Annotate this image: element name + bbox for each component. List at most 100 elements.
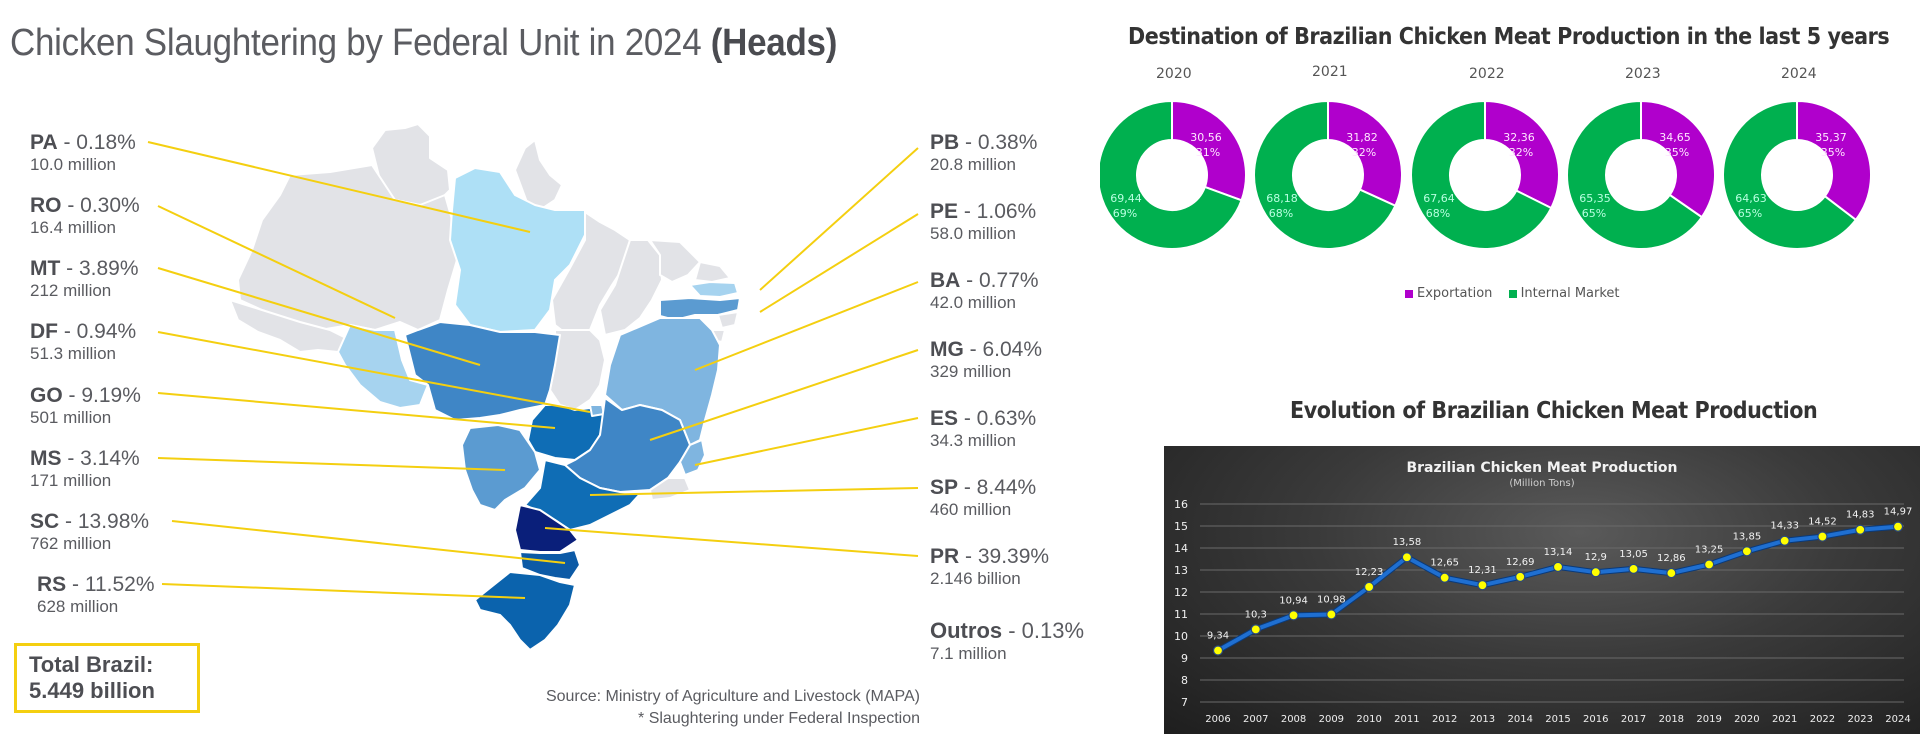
exportation-value-label: 31,82 <box>1346 131 1378 144</box>
data-label: 12,23 <box>1355 567 1384 578</box>
x-tick-label: 2011 <box>1394 714 1419 725</box>
donut-2023: 34,65 35% 65,35 65% <box>1566 99 1716 250</box>
donut-year-label: 2020 <box>1156 66 1192 82</box>
data-label: 13,14 <box>1544 547 1573 558</box>
data-point <box>1250 624 1261 635</box>
state-code: SP <box>930 476 959 499</box>
state-pb <box>689 281 739 298</box>
data-point <box>1439 572 1450 583</box>
x-tick-label: 2012 <box>1432 714 1457 725</box>
y-tick-label: 16 <box>1174 498 1188 511</box>
series-line-shadow <box>1216 523 1899 654</box>
exportation-value-label: 32,36 <box>1503 131 1535 144</box>
data-point <box>1326 609 1337 620</box>
brazil-map <box>147 123 919 651</box>
data-point <box>1552 561 1564 573</box>
data-point <box>1212 645 1224 656</box>
state-rn <box>694 261 731 283</box>
state-percent: - 8.44% <box>958 476 1037 499</box>
state-percent: - 3.14% <box>61 447 140 470</box>
map-states <box>229 123 741 651</box>
state-label-mt: MT - 3.89% 212 million <box>30 258 139 299</box>
data-point <box>1590 567 1601 578</box>
y-tick-label: 14 <box>1174 542 1188 555</box>
line-section-title: Evolution of Brazilian Chicken Meat Prod… <box>1290 398 1818 424</box>
state-ce <box>649 239 701 283</box>
y-axis-ticks: 7 8 9 10 11 12 13 14 15 16 <box>1174 498 1188 709</box>
state-heads: 2.146 billion <box>930 569 1021 588</box>
data-label: 12,69 <box>1506 557 1535 568</box>
leader-line <box>694 281 919 371</box>
y-tick-label: 7 <box>1181 696 1188 709</box>
total-value: 5.449 billion <box>29 678 155 703</box>
state-heads: 42.0 million <box>930 293 1016 312</box>
data-label: 12,9 <box>1585 552 1607 563</box>
state-code: PE <box>930 200 959 223</box>
x-tick-label: 2020 <box>1734 714 1759 725</box>
internal-pct-label: 68% <box>1269 207 1293 220</box>
state-sc <box>519 549 581 581</box>
state-rs <box>474 571 576 651</box>
state-percent: - 0.63% <box>958 407 1037 430</box>
state-label-pa: PA - 0.18% 10.0 million <box>30 132 136 173</box>
state-label-ba: BA - 0.77% 42.0 million <box>930 270 1039 311</box>
internal-pct-label: 65% <box>1738 207 1762 220</box>
state-label-df: DF - 0.94% 51.3 million <box>30 321 136 362</box>
y-tick-label: 9 <box>1181 652 1188 665</box>
x-tick-label: 2015 <box>1545 714 1570 725</box>
map-title-bold: (Heads) <box>710 22 838 64</box>
data-label: 10,94 <box>1279 595 1308 606</box>
state-code: RS <box>37 573 67 596</box>
donut-2021: 31,82 32% 68,18 68% <box>1253 99 1403 250</box>
state-percent: - 11.52% <box>66 573 155 596</box>
x-tick-label: 2018 <box>1659 714 1684 725</box>
state-heads: 212 million <box>30 281 112 300</box>
data-point <box>1704 559 1715 570</box>
state-label-go: GO - 9.19% 501 million <box>30 385 141 426</box>
leader-line <box>157 267 481 366</box>
data-point <box>1779 535 1790 546</box>
state-code: PR <box>930 545 960 568</box>
map-title-regular: Chicken Slaughtering by Federal Unit in … <box>10 22 711 64</box>
state-label-sp: SP - 8.44% 460 million <box>930 477 1036 518</box>
donut-year-label: 2021 <box>1312 64 1348 80</box>
data-label: 13,85 <box>1733 531 1762 542</box>
state-percent: - 13.98% <box>59 510 150 533</box>
series <box>1212 521 1904 656</box>
data-point <box>1401 552 1412 563</box>
slice-internal-market <box>1410 99 1553 250</box>
state-code: RO <box>30 194 62 217</box>
state-pa <box>449 167 586 333</box>
legend-swatch-internal-market <box>1508 289 1517 298</box>
data-label: 13,58 <box>1393 537 1422 548</box>
leader-line <box>157 392 556 429</box>
x-tick-label: 2010 <box>1356 714 1381 725</box>
leader-line <box>694 417 919 466</box>
slice-internal-market <box>1253 99 1397 250</box>
data-point <box>1892 521 1904 532</box>
leader-line <box>171 520 566 564</box>
y-tick-label: 13 <box>1174 564 1188 577</box>
state-code: SC <box>30 510 60 533</box>
state-percent: - 0.77% <box>960 269 1039 292</box>
state-label-mg: MG - 6.04% 329 million <box>930 339 1042 380</box>
state-heads: 16.4 million <box>30 218 116 237</box>
line-chart-subtitle: (Million Tons) <box>1509 478 1574 489</box>
x-tick-label: 2009 <box>1319 714 1344 725</box>
data-label: 10,98 <box>1317 594 1346 605</box>
state-percent: - 9.19% <box>62 384 141 407</box>
leader-line <box>157 331 591 413</box>
x-tick-label: 2019 <box>1696 714 1721 725</box>
exportation-value-label: 30,56 <box>1190 131 1222 144</box>
donut-2020: 30,56 31% 69,44 69% <box>1100 99 1247 250</box>
state-code: BA <box>930 269 961 292</box>
data-point <box>1855 524 1866 535</box>
donut-year-label: 2024 <box>1781 66 1817 82</box>
x-tick-label: 2023 <box>1847 714 1872 725</box>
state-percent: - 39.39% <box>959 545 1050 568</box>
exportation-value-label: 35,37 <box>1815 131 1847 144</box>
donut-2022: 32,36 32% 67,64 68% <box>1410 99 1560 250</box>
state-label-pe: PE - 1.06% 58.0 million <box>930 201 1036 242</box>
state-percent: - 0.38% <box>959 131 1038 154</box>
state-label-es: ES - 0.63% 34.3 million <box>930 408 1036 449</box>
